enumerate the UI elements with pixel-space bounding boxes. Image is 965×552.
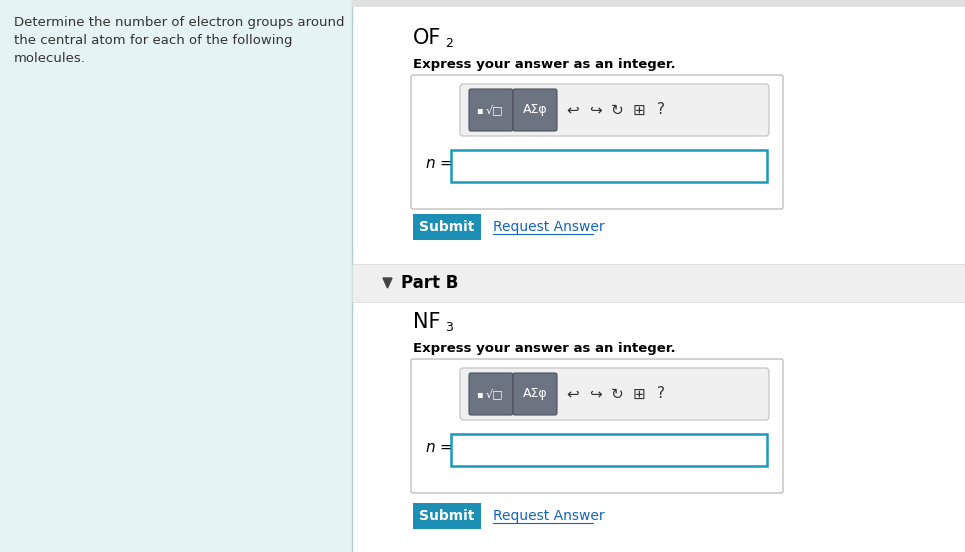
Text: ?: ?: [657, 386, 665, 401]
Bar: [451, 434, 767, 466]
Text: ↩: ↩: [566, 386, 579, 401]
Text: 3: 3: [445, 321, 453, 334]
Text: ?: ?: [657, 103, 665, 118]
Bar: [413, 503, 481, 529]
Text: ↻: ↻: [611, 103, 623, 118]
Text: ↩: ↩: [566, 103, 579, 118]
Text: √□: √□: [486, 105, 504, 115]
FancyBboxPatch shape: [460, 84, 769, 136]
Bar: [352, 264, 965, 302]
Text: 2: 2: [445, 37, 453, 50]
Text: ΑΣφ: ΑΣφ: [523, 104, 547, 116]
Text: Request Answer: Request Answer: [493, 509, 605, 523]
Text: $n$ =: $n$ =: [425, 157, 453, 172]
Text: ↪: ↪: [589, 386, 601, 401]
Text: ⊞: ⊞: [633, 386, 646, 401]
FancyBboxPatch shape: [469, 89, 513, 131]
FancyBboxPatch shape: [469, 373, 513, 415]
Text: ΑΣφ: ΑΣφ: [523, 388, 547, 401]
FancyBboxPatch shape: [460, 368, 769, 420]
Text: √□: √□: [486, 389, 504, 399]
Text: ▪: ▪: [476, 105, 482, 115]
FancyBboxPatch shape: [411, 75, 783, 209]
Text: $n$ =: $n$ =: [425, 440, 453, 455]
Text: Request Answer: Request Answer: [493, 220, 605, 234]
FancyBboxPatch shape: [411, 359, 783, 493]
Text: OF: OF: [413, 28, 441, 48]
Text: NF: NF: [413, 312, 440, 332]
Bar: [352, 0, 965, 7]
Text: ⊞: ⊞: [633, 103, 646, 118]
Text: Submit: Submit: [420, 509, 475, 523]
Text: Part B: Part B: [401, 274, 458, 292]
Text: ↪: ↪: [589, 103, 601, 118]
Bar: [451, 150, 767, 182]
Text: Submit: Submit: [420, 220, 475, 234]
Polygon shape: [383, 278, 392, 288]
Text: Express your answer as an integer.: Express your answer as an integer.: [413, 342, 676, 355]
Text: ↻: ↻: [611, 386, 623, 401]
FancyBboxPatch shape: [513, 89, 557, 131]
Text: Determine the number of electron groups around
the central atom for each of the : Determine the number of electron groups …: [14, 16, 345, 65]
Text: Express your answer as an integer.: Express your answer as an integer.: [413, 58, 676, 71]
Bar: [0, 0, 352, 552]
FancyBboxPatch shape: [513, 373, 557, 415]
Bar: [413, 214, 481, 240]
Text: ▪: ▪: [476, 389, 482, 399]
